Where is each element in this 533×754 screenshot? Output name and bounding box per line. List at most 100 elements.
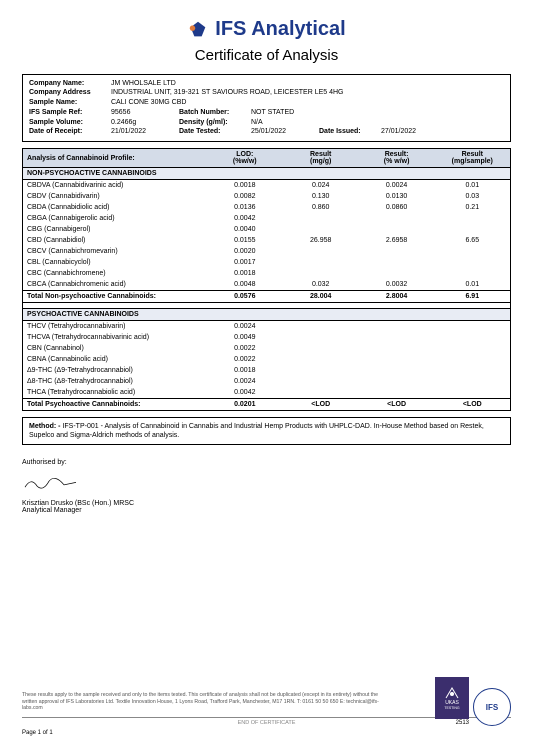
table-row: Δ9-THC (Δ9-Tetrahydrocannabiol)0.0018	[23, 365, 511, 376]
lod-value: 0.0040	[207, 224, 283, 235]
table-row: CBDVA (Cannabidivarinic acid)0.00180.024…	[23, 180, 511, 192]
table-row: THCVA (Tetrahydrocannabivarinic acid)0.0…	[23, 332, 511, 343]
auth-name: Krisztian Drusko (BSc (Hon.) MRSC	[22, 500, 511, 507]
result-mgsample	[435, 354, 511, 365]
value: N/A	[251, 118, 319, 128]
label: IFS Sample Ref:	[29, 108, 111, 118]
result-mgg	[283, 365, 359, 376]
result-pct: 0.0024	[359, 180, 435, 192]
result-mgg: 0.032	[283, 279, 359, 291]
table-row: CBC (Cannabichromene)0.0018	[23, 268, 511, 279]
result-mgsample: 0.03	[435, 191, 511, 202]
result-mgsample	[435, 387, 511, 399]
table-row: THCA (Tetrahydrocannabiolic acid)0.0042	[23, 387, 511, 399]
table-row: CBL (Cannabicyclol)0.0017	[23, 257, 511, 268]
result-mgsample	[435, 365, 511, 376]
accreditation-badges: UKAS TESTING 2513 IFS	[435, 677, 511, 726]
result-pct	[359, 332, 435, 343]
lod-value: 0.0024	[207, 321, 283, 333]
col-result-pct: Result:(% w/w)	[359, 149, 435, 168]
auth-title: Analytical Manager	[22, 507, 511, 514]
ukas-badge-icon: UKAS TESTING	[435, 677, 469, 719]
compound-name: THCV (Tetrahydrocannabivarin)	[23, 321, 207, 333]
col-lod: LOD:(%w/w)	[207, 149, 283, 168]
table-row: CBG (Cannabigerol)0.0040	[23, 224, 511, 235]
result-pct	[359, 268, 435, 279]
method-label: Method: -	[29, 423, 61, 430]
label: Batch Number:	[179, 108, 251, 118]
footer: These results apply to the sample receiv…	[22, 692, 511, 736]
label: Density (g/ml):	[179, 118, 251, 128]
authorisation-block: Authorised by: Krisztian Drusko (BSc (Ho…	[22, 459, 511, 514]
value: 95656	[111, 108, 179, 118]
lod-value: 0.0018	[207, 180, 283, 192]
company-title: IFS Analytical	[215, 18, 345, 41]
result-pct	[359, 321, 435, 333]
label: Date Tested:	[179, 127, 251, 137]
section-psycho: PSYCHOACTIVE CANNABINOIDS	[23, 309, 511, 321]
compound-name: CBCV (Cannabichromevarin)	[23, 246, 207, 257]
lod-value: 0.0042	[207, 387, 283, 399]
label: Company Address	[29, 88, 111, 98]
result-mgsample	[435, 376, 511, 387]
signature-icon	[22, 474, 511, 494]
value: 27/01/2022	[381, 127, 449, 137]
table-row: CBGA (Cannabigerolic acid)0.0042	[23, 213, 511, 224]
lod-value: 0.0022	[207, 354, 283, 365]
value: NOT STATED	[251, 108, 319, 118]
compound-name: CBCA (Cannabichromenic acid)	[23, 279, 207, 291]
result-mgsample	[435, 213, 511, 224]
compound-name: CBDV (Cannabidivarin)	[23, 191, 207, 202]
result-mgg: 26.958	[283, 235, 359, 246]
compound-name: Δ8-THC (Δ8-Tetrahydrocannabiol)	[23, 376, 207, 387]
lod-value: 0.0042	[207, 213, 283, 224]
table-row: CBCA (Cannabichromenic acid)0.00480.0320…	[23, 279, 511, 291]
value: INDUSTRIAL UNIT, 319-321 ST SAVIOURS ROA…	[111, 88, 504, 98]
compound-name: CBD (Cannabidiol)	[23, 235, 207, 246]
compound-name: CBGA (Cannabigerolic acid)	[23, 213, 207, 224]
result-mgg: 0.024	[283, 180, 359, 192]
table-row: CBD (Cannabidiol)0.015526.9582.69586.65	[23, 235, 511, 246]
lod-value: 0.0155	[207, 235, 283, 246]
method-text: IFS-TP-001 - Analysis of Cannabinoid in …	[29, 423, 484, 439]
result-mgsample	[435, 343, 511, 354]
total-nonpsycho: Total Non-psychoactive Cannabinoids: 0.0…	[23, 291, 511, 303]
result-mgg: 0.130	[283, 191, 359, 202]
label: Sample Name:	[29, 98, 111, 108]
col-title: Analysis of Cannabinoid Profile:	[23, 149, 207, 168]
lod-value: 0.0048	[207, 279, 283, 291]
compound-name: Δ9-THC (Δ9-Tetrahydrocannabiol)	[23, 365, 207, 376]
result-mgsample	[435, 321, 511, 333]
value: CALI CONE 30MG CBD	[111, 98, 504, 108]
method-box: Method: - IFS-TP-001 - Analysis of Canna…	[22, 417, 511, 445]
table-row: CBNA (Cannabinolic acid)0.0022	[23, 354, 511, 365]
label: Date Issued:	[319, 127, 381, 137]
result-pct	[359, 213, 435, 224]
lod-value: 0.0082	[207, 191, 283, 202]
result-mgg	[283, 376, 359, 387]
compound-name: CBDA (Cannabidiolic acid)	[23, 202, 207, 213]
value: 0.2466g	[111, 118, 179, 128]
result-mgg	[283, 354, 359, 365]
result-pct	[359, 343, 435, 354]
lod-value: 0.0018	[207, 365, 283, 376]
col-result-mgg: Result(mg/g)	[283, 149, 359, 168]
compound-name: CBDVA (Cannabidivarinic acid)	[23, 180, 207, 192]
certificate-title: Certificate of Analysis	[22, 47, 511, 64]
total-psycho: Total Psychoactive Cannabinoids: 0.0201 …	[23, 399, 511, 411]
label: Sample Volume:	[29, 118, 111, 128]
auth-label: Authorised by:	[22, 459, 511, 466]
result-mgg	[283, 343, 359, 354]
result-mgsample	[435, 246, 511, 257]
result-mgsample	[435, 257, 511, 268]
table-header-row: Analysis of Cannabinoid Profile: LOD:(%w…	[23, 149, 511, 168]
page-number: Page 1 of 1	[22, 730, 511, 736]
table-row: CBDV (Cannabidivarin)0.00820.1300.01300.…	[23, 191, 511, 202]
value: 25/01/2022	[251, 127, 319, 137]
result-mgg: 0.860	[283, 202, 359, 213]
lod-value: 0.0018	[207, 268, 283, 279]
logo-icon	[187, 19, 209, 41]
compound-name: CBL (Cannabicyclol)	[23, 257, 207, 268]
result-pct	[359, 376, 435, 387]
section-nonpsycho: NON-PSYCHOACTIVE CANNABINOIDS	[23, 168, 511, 180]
